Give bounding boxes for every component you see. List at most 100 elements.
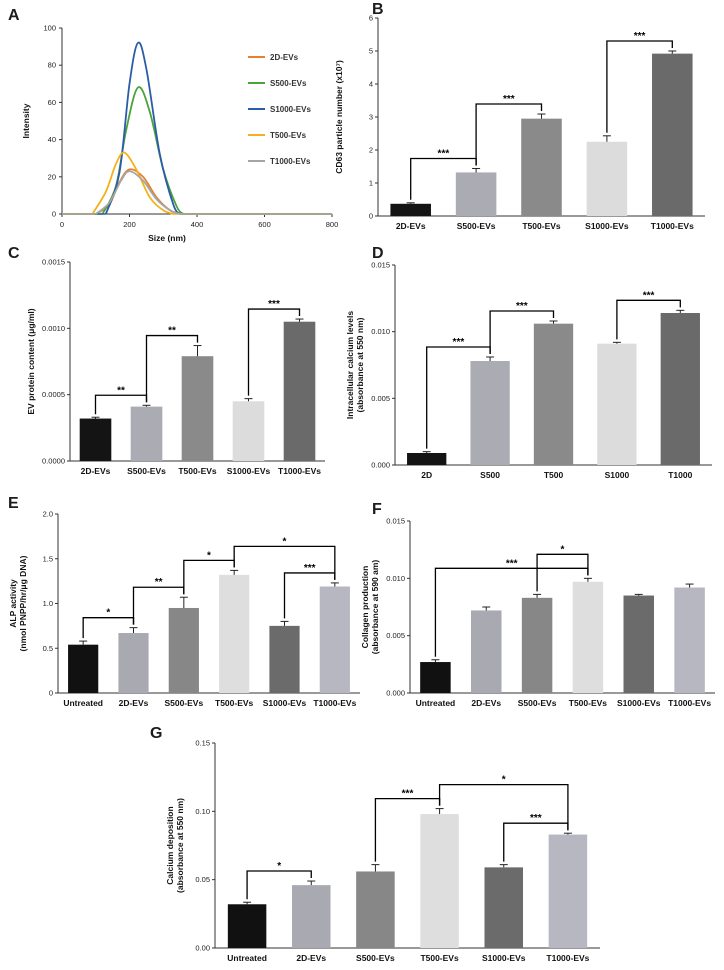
y-axis-subtitle: (absorbance at 550 nm) — [355, 317, 365, 412]
y-tick-label: 1.5 — [43, 554, 53, 563]
x-category-label: S500-EVs — [164, 698, 203, 708]
legend-label: T1000-EVs — [270, 157, 311, 166]
panel-a-size-distribution-chart: A 0 20 40 60 80 100 0 200 400 600 800 Size (nm) Inten… — [8, 7, 338, 243]
x-category-label: 2D-EVs — [119, 698, 149, 708]
y-tick-label: 2.0 — [43, 510, 53, 519]
panel-letter: F — [372, 501, 382, 518]
panel-letter: C — [8, 245, 20, 262]
x-category-label: T1000 — [668, 470, 692, 480]
x-axis-title: Size (nm) — [148, 233, 186, 243]
significance-label: *** — [304, 563, 316, 574]
panel-letter: A — [8, 7, 20, 24]
y-tick-label: 5 — [369, 47, 373, 56]
significance-label: *** — [453, 337, 465, 348]
x-tick-label: 0 — [60, 220, 64, 229]
y-tick-label: 0.005 — [386, 631, 405, 640]
bar — [533, 323, 574, 465]
significance-bracket — [283, 572, 336, 619]
significance-label: *** — [438, 148, 450, 159]
bar — [68, 644, 99, 693]
y-axis-title: Intensity — [21, 103, 31, 138]
x-tick-label: 200 — [123, 220, 136, 229]
y-tick-label: 0.5 — [43, 644, 53, 653]
y-tick-label: 1 — [369, 179, 373, 188]
x-category-label: 2D-EVs — [471, 698, 501, 708]
panel-e-alp-chart: E 0 0.5 1.0 1.5 2.0 ALP activity (nmol PNPP/hr/… — [8, 495, 360, 708]
bar — [407, 453, 447, 465]
bar — [292, 885, 331, 948]
bar — [269, 625, 300, 693]
y-axis-title: Calcium deposition — [165, 806, 175, 884]
x-category-label: T500-EVs — [178, 466, 217, 476]
bar — [586, 141, 628, 216]
significance-bracket — [616, 299, 681, 340]
y-tick-label: 0.005 — [371, 394, 390, 403]
x-category-label: 2D — [421, 470, 432, 480]
significance-label: * — [277, 861, 281, 872]
y-tick-label: 0.015 — [371, 261, 390, 270]
legend-label: S500-EVs — [270, 79, 307, 88]
x-category-label: Untreated — [63, 698, 103, 708]
panel-f-collagen-chart: F 0.000 0.005 0.010 0.015 Collagen production… — [360, 501, 715, 708]
significance-bracket — [503, 822, 569, 862]
significance-label: *** — [268, 299, 280, 310]
y-tick-label: 0.0000 — [42, 457, 65, 466]
y-tick-label: 0.00 — [195, 944, 210, 953]
x-category-label: T1000-EVs — [313, 698, 356, 708]
bar — [623, 595, 654, 693]
panel-c-protein-chart: C 0.0000 0.0005 0.0010 0.0015 EV protein cont… — [8, 245, 325, 476]
y-tick-label: 0 — [49, 689, 53, 698]
significance-bracket — [606, 40, 673, 133]
x-category-label: T1000-EVs — [668, 698, 711, 708]
panel-d-calcium-levels-chart: D 0.000 0.005 0.010 0.015 Intracellular calci… — [345, 245, 712, 480]
y-tick-label: 100 — [43, 24, 56, 33]
significance-bracket — [434, 567, 589, 657]
bar — [232, 401, 265, 461]
x-category-label: S500-EVs — [356, 953, 395, 963]
panel-letter: E — [8, 495, 19, 512]
bar — [471, 610, 502, 693]
bar — [219, 574, 250, 693]
significance-bracket — [489, 310, 555, 354]
bar — [319, 586, 350, 693]
legend-label: 2D-EVs — [270, 53, 299, 62]
significance-label: * — [561, 544, 565, 555]
bar — [390, 203, 431, 216]
bar — [521, 118, 562, 216]
x-category-label: T500-EVs — [569, 698, 608, 708]
panel-letter: G — [150, 725, 162, 742]
significance-label: *** — [643, 290, 655, 301]
significance-label: *** — [516, 301, 528, 312]
bar — [652, 53, 693, 216]
significance-bracket — [475, 103, 543, 166]
x-category-label: 2D-EVs — [296, 953, 326, 963]
x-category-label: T500 — [544, 470, 564, 480]
significance-label: *** — [530, 813, 542, 824]
y-axis-title: ALP activity — [8, 579, 18, 628]
bar — [181, 356, 214, 461]
significance-bracket — [233, 545, 336, 580]
legend-label: T500-EVs — [270, 131, 307, 140]
significance-label: *** — [634, 31, 646, 42]
y-axis-subtitle: (absorbance at 590 am) — [370, 560, 380, 655]
significance-bracket — [536, 553, 589, 592]
series-line — [105, 41, 181, 215]
significance-bracket — [246, 870, 312, 900]
bar — [356, 871, 395, 948]
significance-label: ** — [168, 326, 176, 337]
x-tick-label: 800 — [326, 220, 339, 229]
y-tick-label: 0.15 — [195, 739, 210, 748]
panel-b-cd63-chart: B 0 1 2 3 4 5 6 CD63 particle number (x10⁷) 2D-EV… — [334, 1, 705, 231]
significance-bracket — [438, 783, 569, 831]
x-category-label: S1000 — [605, 470, 630, 480]
x-category-label: Untreated — [227, 953, 267, 963]
x-tick-label: 600 — [258, 220, 271, 229]
y-tick-label: 0.10 — [195, 807, 210, 816]
x-category-label: S1000-EVs — [482, 953, 526, 963]
x-category-label: S1000-EVs — [263, 698, 307, 708]
y-tick-label: 0.000 — [371, 461, 390, 470]
x-category-label: S1000-EVs — [617, 698, 661, 708]
bar — [420, 662, 451, 693]
bar — [660, 313, 700, 465]
significance-label: *** — [402, 789, 414, 800]
